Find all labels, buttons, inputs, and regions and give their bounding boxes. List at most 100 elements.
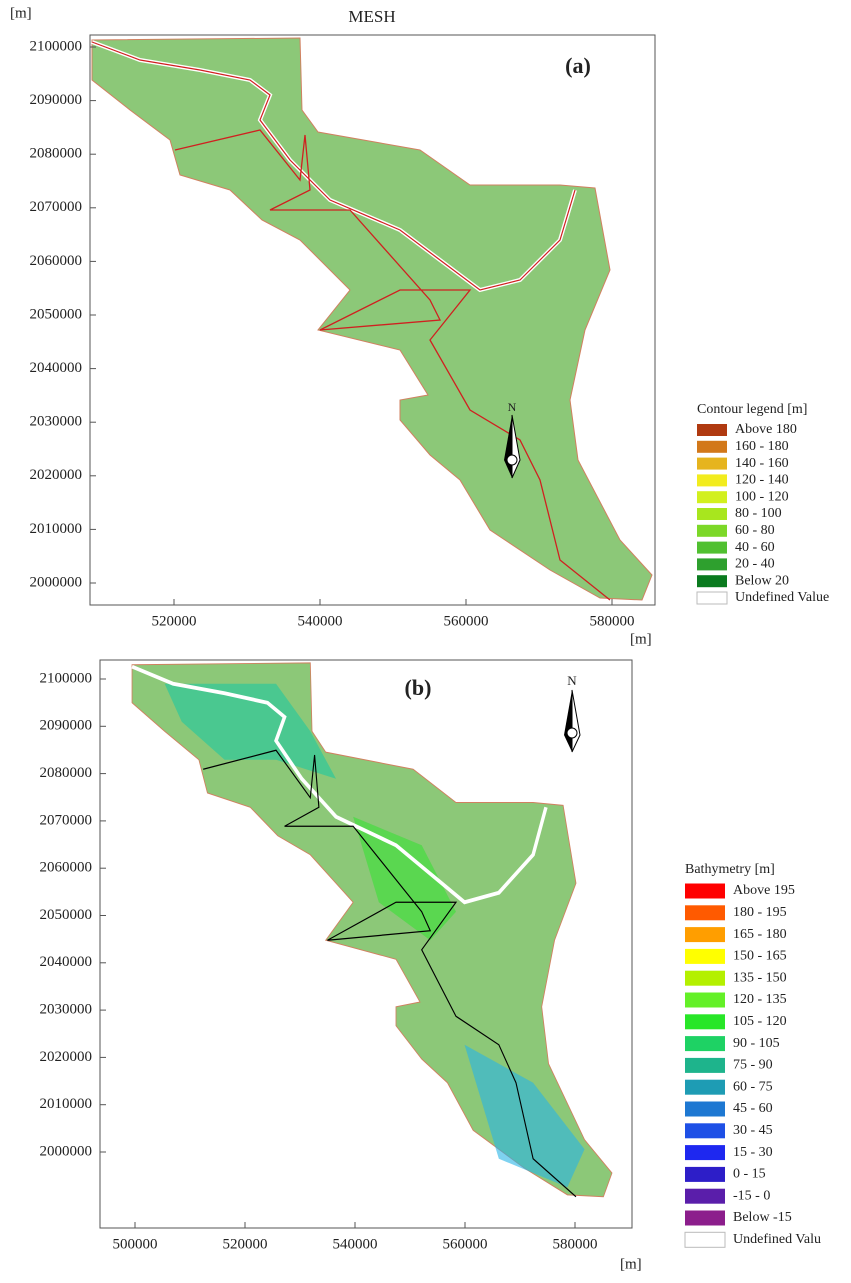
x-tick-label: 520000	[152, 613, 197, 629]
figure: [m] MESH (a) N (b) N 2100000 2090000 20800…	[0, 0, 851, 1278]
x-tick-label: 520000	[223, 1236, 268, 1252]
y-tick-label: 2010000	[30, 521, 83, 537]
legend-swatch	[685, 1189, 725, 1204]
legend-swatch	[685, 905, 725, 920]
legend-label: 20 - 40	[735, 557, 775, 572]
legend-label: 30 - 45	[733, 1123, 773, 1138]
legend-label: 0 - 15	[733, 1167, 766, 1182]
legend-label: 135 - 150	[733, 970, 787, 985]
legend-label: 120 - 140	[735, 473, 789, 488]
y-tick-label: 2010000	[40, 1096, 93, 1112]
unit-label: [m]	[10, 5, 32, 21]
north-arrow: N	[564, 673, 580, 752]
legend-swatch	[697, 542, 727, 554]
legend-label: 180 - 195	[733, 905, 787, 920]
legend-label: Above 195	[733, 883, 795, 898]
legend-label: 165 - 180	[733, 927, 787, 942]
x-unit-label: [m]	[630, 631, 652, 647]
legend-swatch	[685, 949, 725, 964]
legend-swatch	[685, 1058, 725, 1073]
north-label: N	[567, 673, 577, 688]
legend-swatch	[697, 575, 727, 587]
legend-label: 75 - 90	[733, 1058, 773, 1073]
x-tick-label: 540000	[298, 613, 343, 629]
legend-swatch	[685, 971, 725, 986]
legend-label: Below -15	[733, 1210, 792, 1225]
legend-swatch	[697, 474, 727, 486]
legend-label: Undefined Value	[735, 590, 829, 605]
legend-label: 45 - 60	[733, 1101, 773, 1116]
x-tick-label: 500000	[113, 1236, 158, 1252]
y-tick-label: 2040000	[40, 954, 93, 970]
legend-label: Below 20	[735, 573, 789, 588]
legend-label: 40 - 60	[735, 540, 775, 555]
legend-label: 80 - 100	[735, 506, 782, 521]
y-tick-label: 2000000	[30, 574, 83, 590]
x-tick-label: 580000	[590, 613, 635, 629]
legend-swatch	[685, 1145, 725, 1160]
legend-swatch	[697, 558, 727, 570]
legend-label: 60 - 80	[735, 523, 775, 538]
y-tick-label: 2070000	[40, 812, 93, 828]
legend-swatch	[685, 1123, 725, 1138]
map-title: MESH	[348, 7, 395, 26]
y-tick-label: 2080000	[30, 146, 83, 162]
legend-title: Bathymetry [m]	[685, 862, 775, 877]
y-tick-label: 2090000	[30, 92, 83, 108]
legend-swatch	[697, 525, 727, 537]
legend-swatch	[685, 1014, 725, 1029]
y-tick-label: 2060000	[40, 860, 93, 876]
legend-swatch	[685, 1102, 725, 1117]
x-tick-label: 560000	[443, 1236, 488, 1252]
y-tick-label: 2020000	[40, 1049, 93, 1065]
y-tick-label: 2030000	[40, 1002, 93, 1018]
y-tick-label: 2100000	[30, 38, 83, 54]
y-tick-label: 2040000	[30, 360, 83, 376]
legend-swatch	[685, 884, 725, 899]
y-tick-label: 2080000	[40, 765, 93, 781]
legend-swatch	[685, 1232, 725, 1247]
legend-swatch	[685, 1167, 725, 1182]
y-tick-label: 2100000	[40, 670, 93, 686]
legend-swatch	[685, 1211, 725, 1226]
x-unit-label: [m]	[620, 1256, 642, 1272]
legend-swatch	[697, 508, 727, 520]
y-tick-label: 2060000	[30, 253, 83, 269]
north-label: N	[508, 400, 517, 414]
legend-label: 160 - 180	[735, 439, 789, 454]
legend-label: 120 - 135	[733, 992, 787, 1007]
y-tick-label: 2050000	[30, 306, 83, 322]
y-tick-label: 2030000	[30, 414, 83, 430]
x-tick-label: 580000	[553, 1236, 598, 1252]
legend-swatch	[697, 458, 727, 470]
legend-label: 150 - 165	[733, 949, 787, 964]
legend-label: Undefined Valu	[733, 1232, 821, 1247]
legend-label: -15 - 0	[733, 1188, 770, 1203]
legend-swatch	[685, 1080, 725, 1095]
legend-swatch	[697, 424, 727, 436]
legend-label: 60 - 75	[733, 1079, 773, 1094]
y-tick-label: 2000000	[40, 1143, 93, 1159]
y-tick-label: 2070000	[30, 199, 83, 215]
legend-swatch	[685, 1036, 725, 1051]
model-domain	[92, 38, 652, 600]
legend-title: Contour legend [m]	[697, 402, 807, 417]
panel-label: (b)	[405, 675, 432, 700]
legend-swatch	[685, 927, 725, 942]
legend-swatch	[697, 592, 727, 604]
legend-label: Above 180	[735, 422, 797, 437]
x-tick-label: 540000	[333, 1236, 378, 1252]
legend-label: 100 - 120	[735, 489, 789, 504]
y-tick-label: 2020000	[30, 467, 83, 483]
panel-label: (a)	[565, 53, 591, 78]
legend-label: 105 - 120	[733, 1014, 787, 1029]
y-tick-label: 2050000	[40, 907, 93, 923]
legend-label: 140 - 160	[735, 456, 789, 471]
legend-swatch	[697, 441, 727, 453]
y-tick-label: 2090000	[40, 718, 93, 734]
x-tick-label: 560000	[444, 613, 489, 629]
legend-swatch	[697, 491, 727, 503]
legend-swatch	[685, 993, 725, 1008]
legend-label: 15 - 30	[733, 1145, 773, 1160]
legend-label: 90 - 105	[733, 1036, 780, 1051]
